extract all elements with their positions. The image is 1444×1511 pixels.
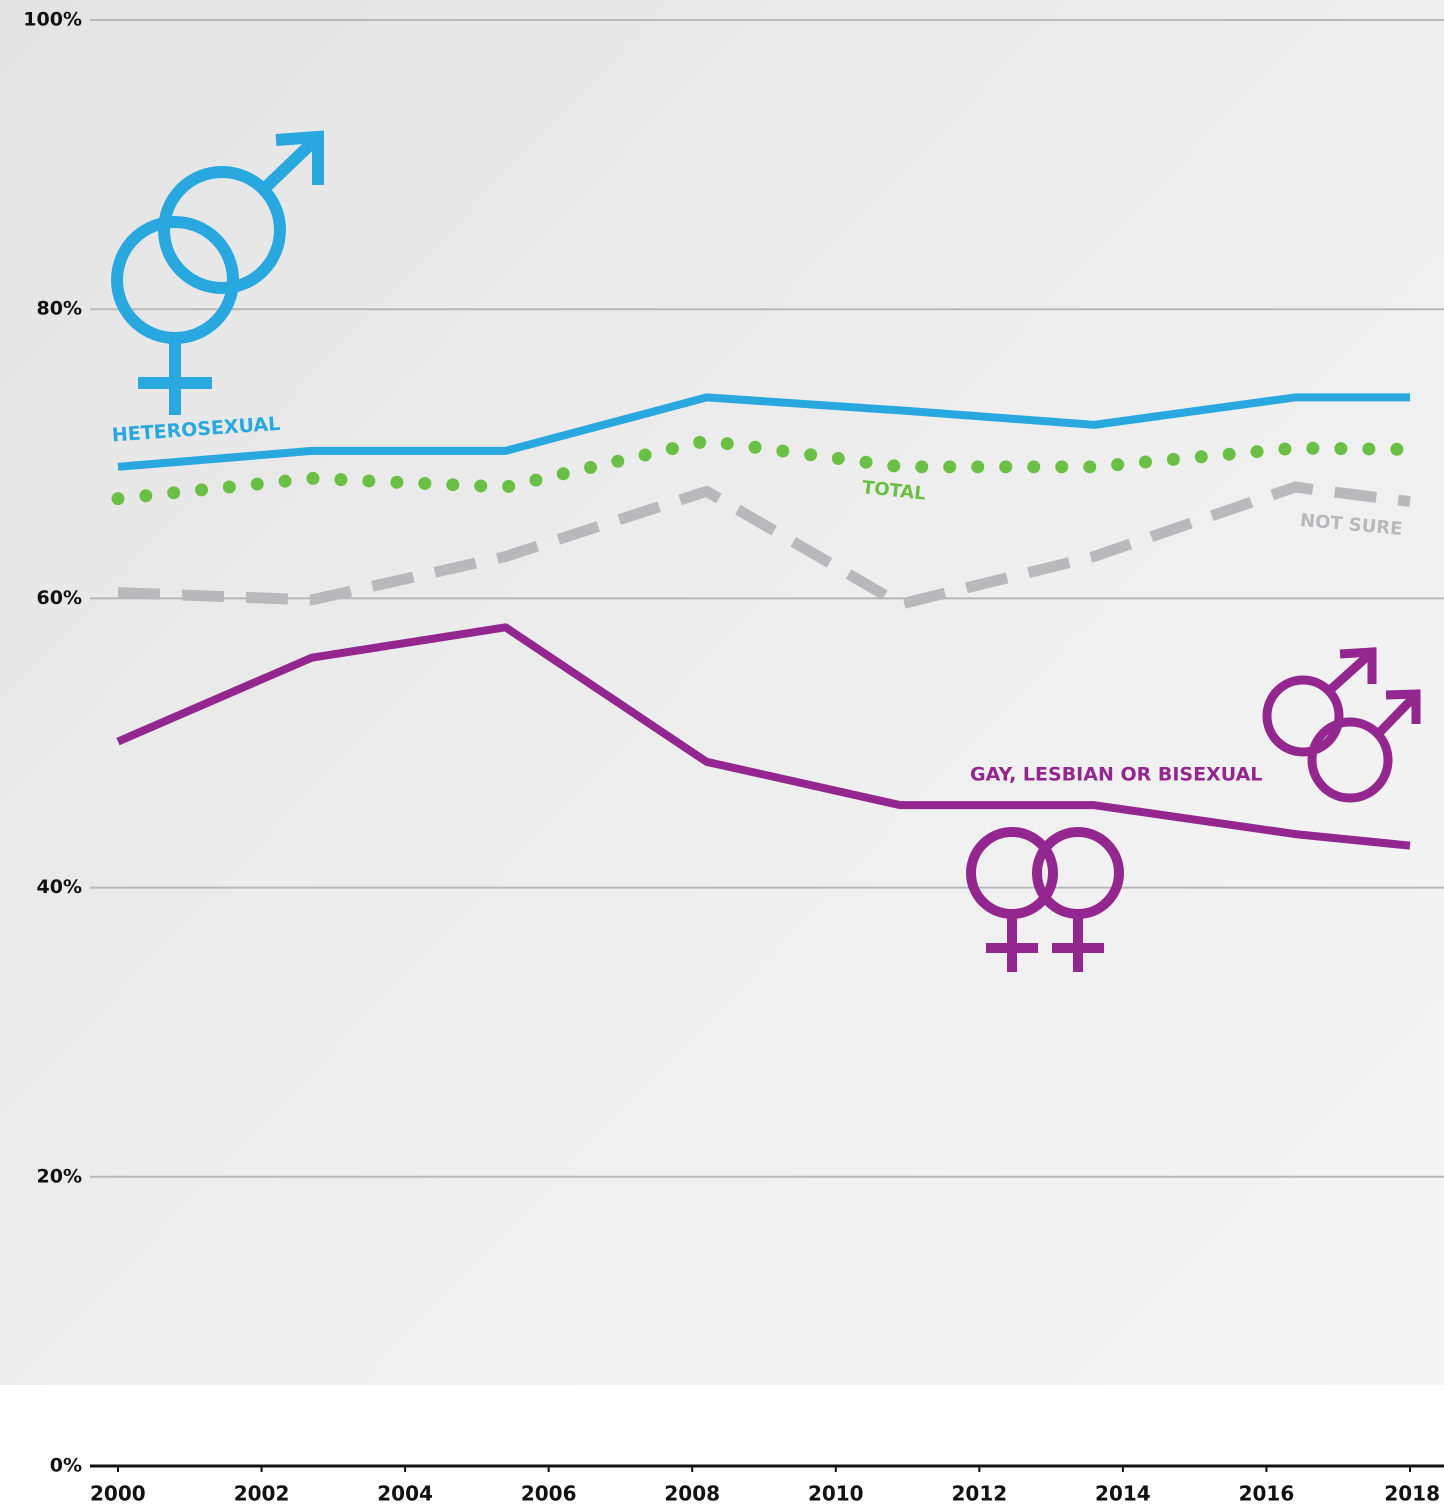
x-tick-label: 2008 (664, 1482, 720, 1506)
y-tick-label: 60% (37, 587, 82, 609)
series-line (116, 623, 1411, 850)
x-tick-label: 2016 (1239, 1482, 1295, 1506)
y-tick-label: 80% (37, 298, 82, 320)
x-tick-label: 2006 (521, 1482, 577, 1506)
female-pair-symbol (966, 827, 1124, 972)
y-tick-label: 0% (50, 1455, 82, 1477)
x-tick-label: 2014 (1095, 1482, 1151, 1506)
plot-area: 0% 20% 40% 60% 80% 100% 2000 2002 2004 2006 2008 20… (23, 9, 1444, 1506)
y-tick-label: 20% (37, 1165, 82, 1187)
x-tick-label: 2018 (1384, 1482, 1440, 1506)
y-tick-label: 100% (23, 9, 82, 31)
background-lower (0, 1385, 1444, 1511)
x-tick-label: 2012 (951, 1482, 1007, 1506)
x-tick-label: 2004 (377, 1482, 433, 1506)
male-pair-symbol (1262, 647, 1421, 803)
series-line (111, 434, 1417, 506)
y-tick-label: 40% (37, 876, 82, 898)
series-line (117, 481, 1411, 610)
hetero-symbol (111, 130, 324, 415)
series-label: GAY, LESBIAN OR BISEXUAL (970, 764, 1262, 786)
x-tick-label: 2010 (808, 1482, 864, 1506)
series-line (117, 393, 1410, 471)
x-tick-label: 2002 (234, 1482, 290, 1506)
x-tick-label: 2000 (90, 1482, 146, 1506)
